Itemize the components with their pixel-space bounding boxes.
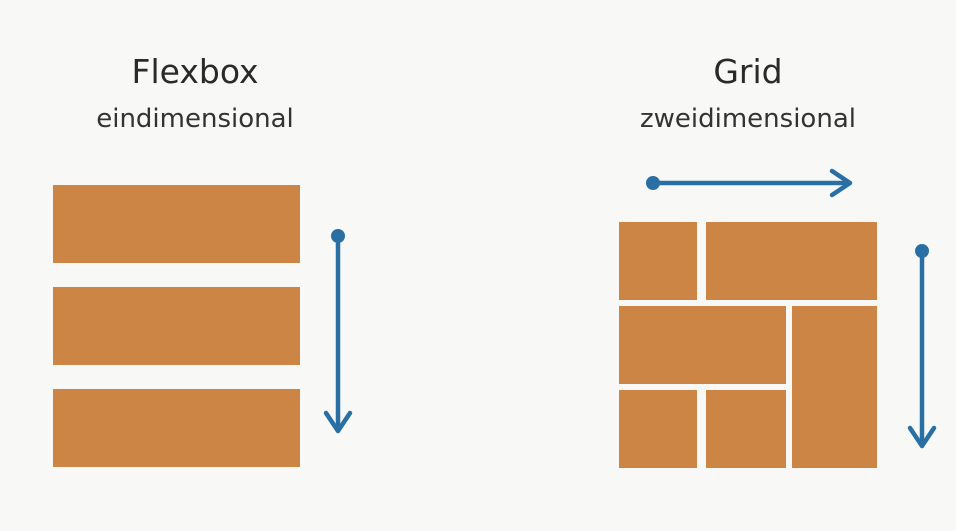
- flexbox-title: Flexbox: [131, 52, 259, 91]
- grid-vertical-arrow: [907, 244, 937, 449]
- grid-item-6: [706, 390, 786, 468]
- flexbox-subtitle: eindimensional: [96, 104, 294, 134]
- grid-item-1: [619, 222, 697, 300]
- grid-item-5: [619, 390, 697, 468]
- grid-h-arrow-head: [829, 168, 853, 198]
- grid-item-2: [706, 222, 877, 300]
- flexbox-vertical-arrow: [323, 229, 353, 434]
- grid-subtitle: zweidimensional: [640, 104, 856, 134]
- grid-title: Grid: [713, 52, 783, 91]
- grid-v-arrow-head: [907, 425, 937, 449]
- grid-horizontal-arrow: [646, 168, 853, 198]
- flexbox-item-1: [53, 185, 300, 263]
- grid-item-4: [792, 306, 877, 468]
- flexbox-item-3: [53, 389, 300, 467]
- grid-item-3: [619, 306, 786, 384]
- flexbox-item-2: [53, 287, 300, 365]
- flexbox-arrow-head: [323, 410, 353, 434]
